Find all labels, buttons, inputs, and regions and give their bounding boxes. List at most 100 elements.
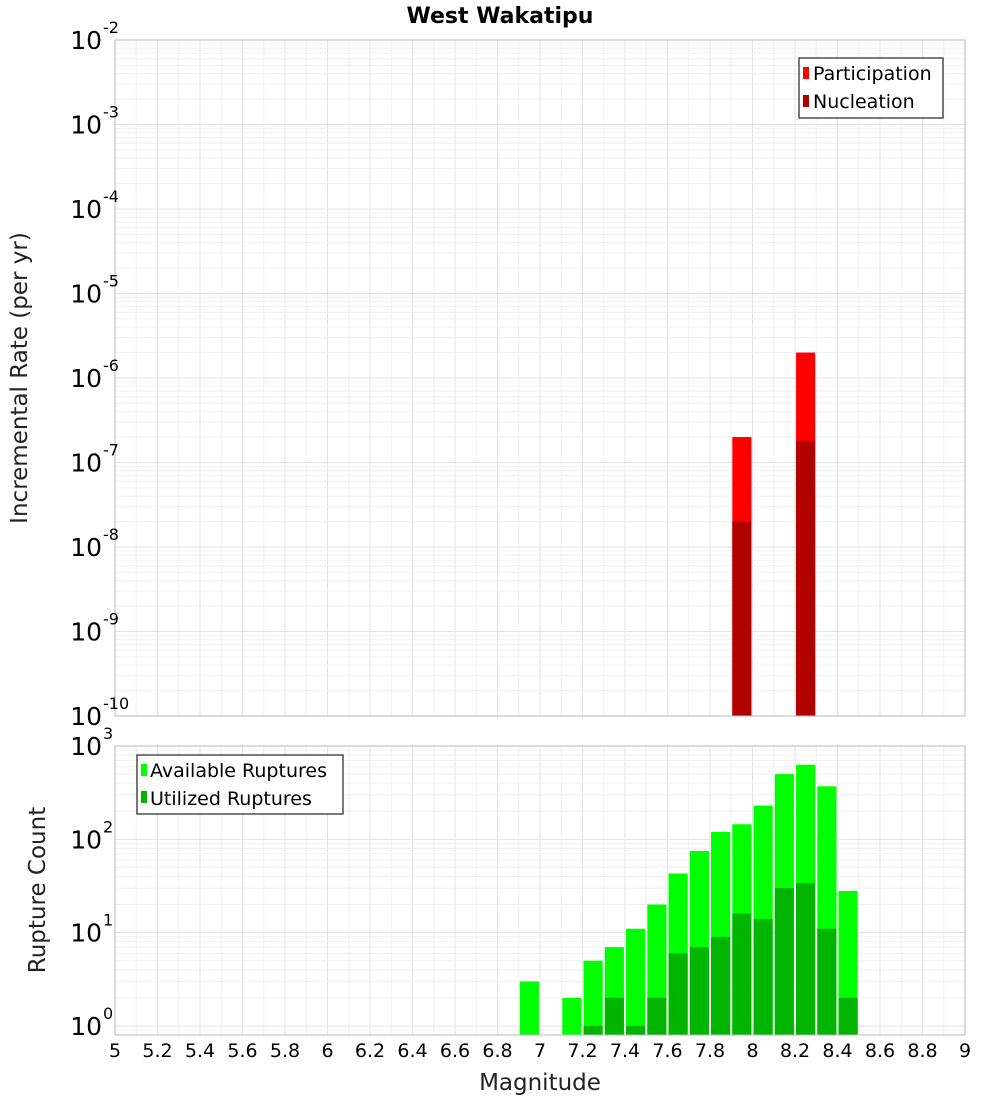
rate-y-tick-base: 10: [70, 111, 102, 140]
x-tick-label: 6: [321, 1040, 333, 1062]
x-tick-label: 9: [959, 1040, 971, 1062]
x-tick-label: 7: [534, 1040, 546, 1062]
rate-y-tick: 10 -6: [70, 356, 119, 393]
rate-y-tick-base: 10: [70, 364, 102, 393]
rate-y-tick-exponent: -4: [103, 187, 119, 206]
rate-y-tick: 10 -7: [70, 441, 119, 478]
rate-bars: [732, 352, 816, 716]
count-y-tick: 10 2: [70, 817, 113, 854]
rate-y-tick-base: 10: [70, 533, 102, 562]
x-tick-label: 8.4: [822, 1040, 852, 1062]
nucleation-legend-swatch: [803, 95, 809, 107]
available-legend-swatch: [141, 764, 147, 776]
utilized-ruptures-bar: [626, 1025, 646, 1035]
rate-legend-box: [798, 57, 944, 119]
rate-y-tick-exponent: -5: [103, 272, 119, 291]
utilized-ruptures-bar: [817, 928, 837, 1035]
rate-y-tick-exponent: -3: [103, 103, 119, 122]
count-y-tick-base: 10: [70, 919, 102, 948]
rate-y-tick: 10 -2: [70, 18, 119, 55]
count-y-tick-exponent: 2: [103, 817, 113, 836]
rate-y-tick-base: 10: [70, 449, 102, 478]
utilized-ruptures-bar: [774, 888, 794, 1035]
participation-legend-swatch: [803, 67, 809, 79]
nucleation-bar: [796, 440, 816, 716]
utilized-ruptures-bar: [604, 997, 624, 1035]
rate-y-tick: 10 -4: [70, 187, 119, 224]
rate-y-tick-exponent: -6: [103, 356, 119, 375]
available-ruptures-bar: [626, 928, 646, 1035]
utilized-ruptures-bar: [711, 936, 731, 1035]
rate-y-tick: 10 -8: [70, 525, 119, 562]
rate-gridlines: [115, 40, 965, 716]
nucleation-bar: [732, 521, 752, 716]
utilized-ruptures-bar: [753, 919, 773, 1035]
rate-y-tick-base: 10: [70, 26, 102, 55]
available-ruptures-bar: [562, 997, 582, 1035]
utilized-ruptures-bar: [732, 913, 752, 1035]
count-plot-frame: [114, 745, 966, 1036]
x-tick-label: 6.4: [397, 1040, 427, 1062]
x-tick-label: 5.6: [227, 1040, 257, 1062]
x-tick-label: 6.2: [355, 1040, 385, 1062]
count-y-tick-exponent: 0: [103, 1004, 113, 1023]
count-legend: Available Ruptures Utilized Ruptures: [136, 754, 344, 815]
count-y-tick-base: 10: [70, 825, 102, 854]
count-bars: [519, 764, 858, 1035]
x-axis-label: Magnitude: [479, 1070, 601, 1096]
count-y-tick-base: 10: [70, 1012, 102, 1041]
utilized-ruptures-bar: [838, 997, 858, 1035]
rate-legend: Participation Nucleation: [798, 57, 944, 119]
rate-y-tick-base: 10: [70, 702, 102, 731]
x-tick-label: 6.6: [440, 1040, 470, 1062]
available-ruptures-bar: [583, 960, 603, 1035]
rate-y-tick: 10 -3: [70, 103, 119, 140]
x-tick-label: 7.6: [652, 1040, 682, 1062]
x-tick-label: 8.8: [907, 1040, 937, 1062]
x-axis-ticks: 5 5.2 5.4 5.6 5.8 6 6.2 6.4 6.6 6.8 7 7.2 7.4 7.6 7.8 8…: [109, 1040, 971, 1062]
rate-y-tick: 10 -10: [70, 694, 129, 731]
participation-legend-label: Participation: [813, 63, 932, 85]
utilized-ruptures-bar: [668, 953, 688, 1035]
rate-plot-frame: [114, 39, 966, 717]
utilized-ruptures-bar: [796, 883, 816, 1035]
utilized-ruptures-bar: [583, 1025, 603, 1035]
count-y-tick: 10 1: [70, 911, 113, 948]
x-tick-label: 7.8: [695, 1040, 725, 1062]
nucleation-legend-label: Nucleation: [813, 91, 915, 113]
x-tick-label: 8.2: [780, 1040, 810, 1062]
rate-y-tick-base: 10: [70, 280, 102, 309]
count-y-axis-label: Rupture Count: [25, 807, 51, 973]
available-ruptures-bar: [519, 981, 539, 1035]
rate-y-tick-exponent: -8: [103, 525, 119, 544]
rate-y-ticks: 10-210-310-410-510-610-710-810-910-10: [70, 18, 129, 731]
count-y-tick-exponent: 1: [103, 911, 113, 930]
rate-y-tick-exponent: -9: [103, 610, 119, 629]
rate-y-tick: 10 -5: [70, 272, 119, 309]
x-tick-label: 5.8: [270, 1040, 300, 1062]
rate-y-tick-base: 10: [70, 618, 102, 647]
utilized-legend-swatch: [141, 791, 147, 803]
x-tick-label: 8.6: [865, 1040, 895, 1062]
count-y-tick-base: 10: [70, 732, 102, 761]
chart-title: West Wakatipu: [407, 4, 594, 29]
rate-y-tick-base: 10: [70, 195, 102, 224]
count-y-tick: 10 0: [70, 1004, 113, 1041]
rate-y-tick-exponent: -7: [103, 441, 119, 460]
rate-y-tick: 10 -9: [70, 610, 119, 647]
rate-y-tick-exponent: -2: [103, 18, 119, 37]
x-tick-label: 7.2: [567, 1040, 597, 1062]
rate-y-tick-exponent: -10: [103, 694, 129, 713]
x-tick-label: 5: [109, 1040, 121, 1062]
utilized-ruptures-bar: [647, 997, 667, 1035]
x-tick-label: 7.4: [610, 1040, 640, 1062]
x-tick-label: 5.4: [185, 1040, 215, 1062]
count-y-tick-exponent: 3: [103, 724, 113, 743]
rate-y-axis-label: Incremental Rate (per yr): [7, 232, 33, 524]
count-y-tick: 10 3: [70, 724, 113, 761]
x-tick-label: 5.2: [142, 1040, 172, 1062]
x-tick-label: 8: [746, 1040, 758, 1062]
